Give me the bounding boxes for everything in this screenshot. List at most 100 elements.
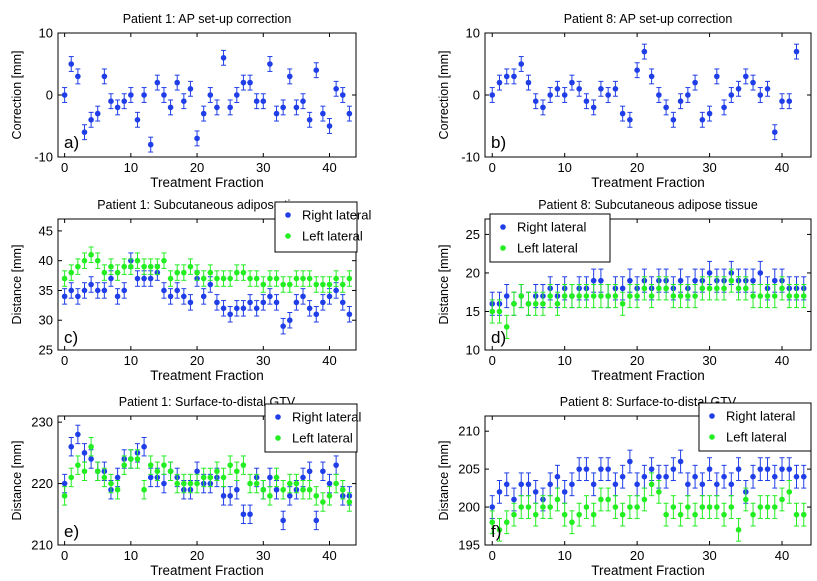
data-point — [496, 527, 503, 533]
data-point — [128, 92, 134, 98]
data-point — [161, 287, 167, 294]
x-tick-label: 40 — [322, 548, 336, 563]
data-point — [81, 468, 88, 475]
data-point — [313, 493, 320, 499]
data-point — [714, 504, 720, 510]
data-point — [273, 110, 280, 117]
data-point — [721, 285, 727, 292]
data-point — [94, 287, 101, 294]
data-point — [590, 277, 597, 284]
data-point — [583, 98, 590, 104]
data-point — [685, 481, 691, 488]
data-point — [489, 519, 496, 526]
y-tick-label: 0 — [46, 88, 53, 103]
legend-label: Left lateral — [517, 241, 578, 256]
data-point — [532, 489, 539, 495]
data-point — [779, 285, 785, 292]
data-point — [154, 468, 161, 475]
data-point — [561, 511, 568, 518]
data-point — [214, 104, 220, 111]
data-point — [313, 517, 320, 524]
x-tick-label: 20 — [630, 160, 644, 175]
data-point — [200, 293, 207, 300]
data-point — [757, 270, 764, 276]
data-point — [590, 104, 597, 111]
data-point — [240, 511, 247, 518]
data-point — [627, 293, 633, 299]
data-point — [207, 281, 214, 288]
data-point — [525, 79, 532, 86]
data-point — [648, 73, 655, 80]
data-point — [101, 269, 108, 276]
data-point — [220, 275, 227, 282]
chart-title: Patient 8: AP set-up correction — [564, 12, 733, 26]
data-point — [313, 67, 320, 73]
data-point — [326, 281, 333, 288]
data-point — [320, 468, 326, 475]
data-point — [576, 511, 582, 518]
x-tick-label: 40 — [775, 548, 789, 563]
data-point — [598, 466, 604, 472]
data-point — [757, 293, 764, 299]
data-point — [346, 311, 353, 318]
x-tick-label: 0 — [61, 548, 68, 563]
data-point — [685, 92, 691, 98]
x-tick-label: 20 — [630, 548, 644, 563]
data-point — [339, 486, 346, 493]
data-point — [94, 110, 101, 117]
data-point — [181, 293, 187, 300]
x-tick-label: 10 — [124, 353, 138, 368]
data-point — [339, 92, 346, 98]
x-tick-label: 20 — [190, 548, 204, 563]
legend-label: Right lateral — [292, 410, 361, 425]
data-point — [200, 275, 207, 282]
data-point — [267, 493, 273, 499]
data-point — [612, 86, 619, 92]
data-point — [692, 293, 698, 299]
data-point — [247, 480, 253, 487]
data-point — [227, 311, 233, 318]
data-point — [286, 281, 293, 288]
data-point — [306, 275, 313, 282]
data-point — [346, 499, 353, 505]
data-point — [496, 79, 503, 86]
data-point — [743, 496, 749, 503]
data-point — [569, 481, 575, 488]
data-point — [511, 73, 517, 80]
y-tick-label: 20 — [466, 265, 480, 280]
data-point — [656, 92, 662, 98]
data-point — [706, 466, 713, 472]
x-tick-label: 40 — [775, 353, 789, 368]
data-point — [114, 486, 121, 493]
data-point — [656, 473, 662, 480]
data-point — [240, 305, 247, 312]
data-point — [489, 92, 496, 98]
x-tick-label: 10 — [124, 160, 138, 175]
data-point — [154, 263, 161, 270]
x-tick-label: 30 — [702, 160, 716, 175]
data-point — [121, 98, 128, 104]
data-point — [677, 98, 684, 104]
data-point — [627, 117, 633, 123]
data-point — [114, 104, 121, 111]
data-point — [293, 104, 300, 111]
data-point — [260, 98, 267, 104]
legend-label: Left lateral — [292, 431, 353, 446]
x-tick-label: 10 — [124, 548, 138, 563]
data-point — [750, 277, 756, 284]
data-point — [114, 269, 121, 276]
data-point — [590, 511, 597, 518]
data-point — [670, 466, 677, 472]
y-tick-label: 210 — [31, 538, 53, 553]
data-point — [750, 511, 756, 518]
data-point — [663, 511, 669, 518]
data-point — [561, 92, 568, 98]
data-point — [612, 504, 619, 510]
x-tick-label: 20 — [190, 353, 204, 368]
data-point — [583, 504, 590, 510]
y-tick-label: 210 — [458, 424, 480, 439]
legend-box — [489, 213, 611, 263]
data-point — [518, 61, 525, 67]
data-point — [576, 466, 582, 472]
data-point — [280, 323, 286, 329]
